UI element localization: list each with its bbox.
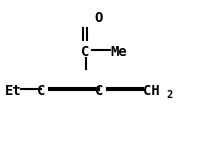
Text: Et: Et [5,84,22,98]
Text: CH: CH [143,84,160,98]
Text: O: O [95,11,103,25]
Text: C: C [95,84,104,98]
Text: C: C [81,45,89,59]
Text: C: C [37,84,45,98]
Text: Me: Me [110,45,127,59]
Text: 2: 2 [167,90,173,100]
